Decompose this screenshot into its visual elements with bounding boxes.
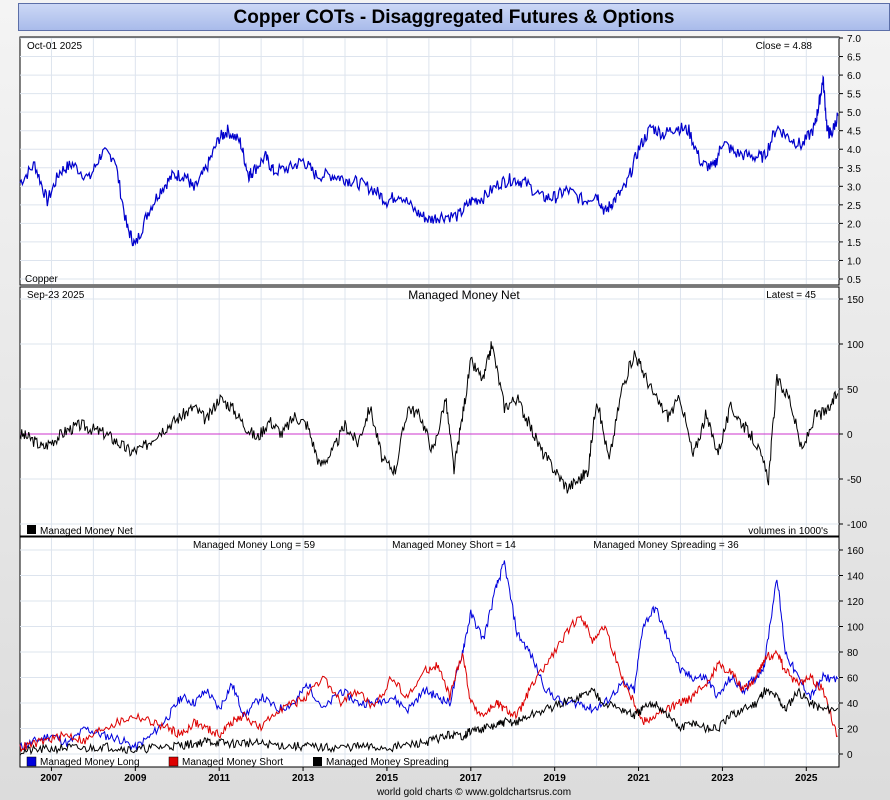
positions-grid	[20, 538, 839, 766]
x-tick-label-2015: 2015	[376, 773, 399, 784]
managed-money-short-line	[19, 615, 838, 753]
net-ytick-label-0: 150	[847, 295, 864, 306]
managed-money-spreading-line	[19, 687, 839, 756]
price-ytick-label-6: 4.0	[847, 145, 861, 156]
price-grid	[20, 37, 839, 284]
price-ytick-label-1: 6.5	[847, 53, 861, 64]
footer-credit: world gold charts © www.goldchartsrus.co…	[376, 787, 571, 798]
positions-ytick-label-6: 40	[847, 699, 859, 710]
long-latest-label: Managed Money Long = 59	[193, 540, 315, 551]
positions-ytick-label-0: 160	[847, 546, 864, 557]
chart-title: Copper COTs - Disaggregated Futures & Op…	[233, 7, 675, 28]
positions-ytick-label-1: 140	[847, 572, 864, 583]
price-ytick-label-2: 6.0	[847, 71, 861, 82]
net-units-note: volumes in 1000's	[748, 526, 828, 537]
net-legend-swatch	[27, 525, 36, 534]
long-legend-swatch	[26, 756, 37, 767]
price-ytick-label-5: 4.5	[847, 127, 861, 138]
positions-yaxis: 160 140 120 100 80 60 40 20 0	[839, 546, 864, 761]
price-ytick-label-10: 2.0	[847, 219, 861, 230]
price-yaxis: 7.0 6.5 6.0 5.5 5.0 4.5 4.0 3.5 3.0 2.5 2.0 1.5 1.0 0…	[839, 34, 861, 286]
net-ytick-label-1: 100	[847, 340, 864, 351]
price-ytick-label-0: 7.0	[847, 34, 861, 45]
positions-ytick-label-8: 0	[847, 750, 853, 761]
net-grid	[20, 288, 839, 535]
net-panel: 150 100 50 0 -50 -100 Sep-23 2025 Managed Mon…	[19, 286, 867, 537]
positions-ytick-label-5: 60	[847, 674, 859, 685]
price-ytick-label-9: 2.5	[847, 201, 861, 212]
long-legend-label: Managed Money Long	[40, 757, 140, 768]
net-ytick-label-5: -100	[847, 520, 867, 531]
x-tick-label-2009: 2009	[124, 773, 147, 784]
price-date-label: Oct-01 2025	[27, 41, 82, 52]
positions-ytick-label-3: 100	[847, 623, 864, 634]
price-close-label: Close = 4.88	[756, 41, 813, 52]
price-series-line	[19, 74, 839, 247]
x-tick-label-2013: 2013	[292, 773, 315, 784]
positions-ytick-label-4: 80	[847, 648, 859, 659]
positions-panel: 160 140 120 100 80 60 40 20 0 Managed Money Long…	[19, 536, 864, 768]
positions-series	[19, 560, 839, 756]
managed-money-long-line	[19, 560, 839, 751]
short-legend-label: Managed Money Short	[182, 757, 283, 768]
x-tick-label-2023: 2023	[711, 773, 734, 784]
price-ytick-label-13: 0.5	[847, 275, 861, 286]
spreading-legend-label: Managed Money Spreading	[326, 757, 449, 768]
x-tick-label-2021: 2021	[627, 773, 650, 784]
title-bar: Copper COTs - Disaggregated Futures & Op…	[18, 3, 890, 31]
x-tick-label-2007: 2007	[40, 773, 63, 784]
price-ytick-label-3: 5.5	[847, 90, 861, 101]
net-series-line	[19, 341, 839, 494]
price-panel: 7.0 6.5 6.0 5.5 5.0 4.5 4.0 3.5 3.0 2.5 2.0 1.5 1.0 0…	[19, 34, 861, 286]
net-title: Managed Money Net	[408, 288, 520, 302]
price-ytick-label-11: 1.5	[847, 238, 861, 249]
net-legend-label: Managed Money Net	[40, 526, 133, 537]
x-tick-label-2025: 2025	[795, 773, 818, 784]
net-ytick-label-2: 50	[847, 385, 859, 396]
price-ytick-label-4: 5.0	[847, 108, 861, 119]
net-ytick-label-3: 0	[847, 430, 853, 441]
x-axis: 2007 2009 2011 2013 2015 2017 2019 2021 2023 2025	[40, 767, 818, 784]
net-yaxis: 150 100 50 0 -50 -100	[839, 295, 867, 531]
price-ytick-label-7: 3.5	[847, 164, 861, 175]
x-tick-label-2011: 2011	[208, 773, 230, 784]
price-series-name: Copper	[25, 274, 58, 285]
x-tick-label-2017: 2017	[460, 773, 483, 784]
price-ytick-label-8: 3.0	[847, 182, 861, 193]
short-legend-swatch	[168, 756, 179, 767]
positions-ytick-label-2: 120	[847, 597, 864, 608]
net-ytick-label-4: -50	[847, 475, 862, 486]
x-tick-label-2019: 2019	[544, 773, 567, 784]
spreading-latest-label: Managed Money Spreading = 36	[593, 540, 739, 551]
spreading-legend-swatch	[313, 757, 322, 766]
net-date-label: Sep-23 2025	[27, 290, 85, 301]
positions-ytick-label-7: 20	[847, 725, 859, 736]
short-latest-label: Managed Money Short = 14	[392, 540, 516, 551]
net-latest-label: Latest = 45	[766, 290, 816, 301]
price-ytick-label-12: 1.0	[847, 256, 861, 267]
